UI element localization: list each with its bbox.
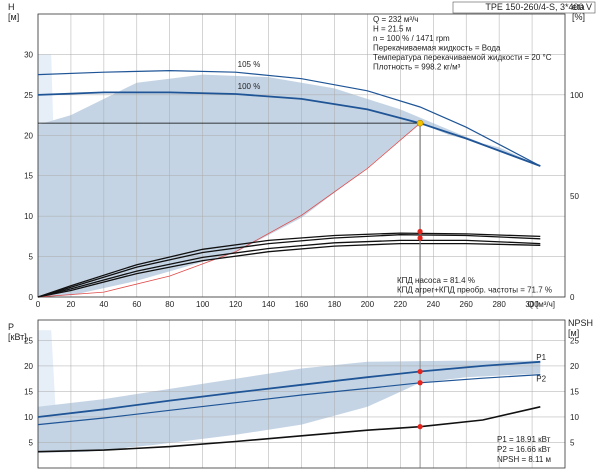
top-x-tick-label-4: 80 [165,300,174,309]
top-y-left-tick-label-3: 15 [24,172,33,181]
efficiency-point-1 [417,235,423,241]
top-plot-frame [37,13,566,298]
bottom-operating-envelope [38,360,541,453]
bottom-y-right-tick-label-2: 15 [570,387,579,396]
top-x-tick-label-12: 240 [427,300,441,309]
top-y-right-label-line-1: [%] [572,12,585,22]
top-x-tick-label-6: 120 [229,300,243,309]
speed-curve-label-1: 100 % [238,82,261,91]
duty-info-line-4: Температура перекачиваемой жидкости = 20… [373,53,552,62]
top-y-left-label-line-0: H [8,2,15,12]
top-operating-envelope [38,74,541,297]
power-info-line-0: P1 = 18.91 кВт [497,435,551,444]
bottom-y-left-label-line-1: [кВт] [8,332,27,342]
top-x-tick-label-11: 220 [394,300,408,309]
duty-info-line-1: H = 21.5 м [373,25,411,34]
duty-point [416,119,424,127]
efficiency-info-line-1: КПД агрег+КПД преобр. частоты = 71.7 % [397,286,552,295]
title-box [452,1,596,14]
power-curve-p1 [37,360,541,418]
duty-info-line-2: n = 100 % / 1471 rpm [373,34,450,43]
top-x-tick-label-14: 280 [492,300,506,309]
top-x-tick-label-9: 180 [328,300,342,309]
top-x-tick-label-5: 100 [196,300,210,309]
top-y-right-label-line-0: eta [572,2,585,12]
duty-info-line-3: Перекачиваемая жидкость = Вода [373,44,501,53]
top-y-left-tick-label-2: 10 [24,212,33,221]
bottom-y-right-tick-label-0: 5 [570,438,575,447]
power-info-line-1: P2 = 16.66 кВт [497,445,551,454]
top-y-left-label-line-1: [м] [8,12,19,22]
speed-curve-label-0: 105 % [238,60,261,69]
top-y-left-tick-label-4: 20 [24,131,33,140]
power-curve-p2 [37,374,541,426]
top-y-right-tick-label-1: 50 [570,192,579,201]
top-x-tick-label-13: 260 [460,300,474,309]
bottom-y-left-tick-label-2: 15 [24,387,33,396]
duty-info-line-0: Q = 232 м³/ч [373,15,418,24]
top-x-tick-label-8: 160 [295,300,309,309]
bottom-duty-marker-2 [417,424,423,430]
top-y-left-tick-label-0: 0 [29,293,34,302]
top-y-right-tick-label-2: 100 [570,91,584,100]
bottom-y-right-tick-label-3: 20 [570,362,579,371]
top-x-tick-label-0: 0 [36,300,41,309]
top-y-right-tick-label-0: 0 [570,293,575,302]
top-x-tick-label-7: 140 [262,300,276,309]
top-x-tick-label-2: 40 [99,300,108,309]
speed-curve-0 [37,69,541,167]
npsh-curve [37,406,541,453]
duty-info-line-5: Плотность = 998.2 кг/м³ [373,63,461,72]
bottom-plot-frame [37,319,566,469]
bottom-duty-marker-0 [417,368,423,375]
bottom-y-left-tick-label-3: 20 [24,362,33,371]
bottom-duty-marker-1 [417,380,423,386]
efficiency-info-line-0: КПД насоса = 81.4 % [397,276,475,285]
bottom-y-right-tick-label-1: 10 [570,413,579,422]
efficiency-curve-2 [37,239,541,298]
top-x-axis-label: Q [м³/ч] [528,300,555,309]
top-x-tick-label-1: 20 [66,300,75,309]
system-curve [37,122,421,298]
bottom-y-right-tick-label-4: 25 [570,336,579,345]
efficiency-curve-0 [37,232,541,298]
efficiency-curve-3 [37,242,541,298]
power-info-line-2: NPSH = 8.11 м [497,455,551,464]
top-x-tick-label-3: 60 [132,300,141,309]
top-y-left-tick-label-6: 30 [24,50,33,59]
top-x-tick-label-15: 300 [525,300,539,309]
efficiency-point-0 [417,228,423,235]
power-curve-label-p2: P2 [536,375,546,384]
bottom-y-left-label-line-0: P [8,322,14,332]
bottom-y-right-label-line-1: [м] [568,328,579,338]
chart-title: TPE 150-260/4-S, 3*400 V [485,2,592,12]
speed-curve-1 [37,91,541,167]
bottom-y-left-tick-label-0: 5 [29,438,34,447]
bottom-y-left-tick-label-1: 10 [24,413,33,422]
top-x-tick-label-10: 200 [361,300,375,309]
bottom-y-left-tick-label-4: 25 [24,336,33,345]
bottom-y-right-label-line-0: NPSH [568,318,593,328]
top-y-left-tick-label-5: 25 [24,91,33,100]
power-curve-label-p1: P1 [536,353,546,362]
efficiency-curve-1 [37,234,541,298]
top-y-left-tick-label-1: 5 [29,253,34,262]
